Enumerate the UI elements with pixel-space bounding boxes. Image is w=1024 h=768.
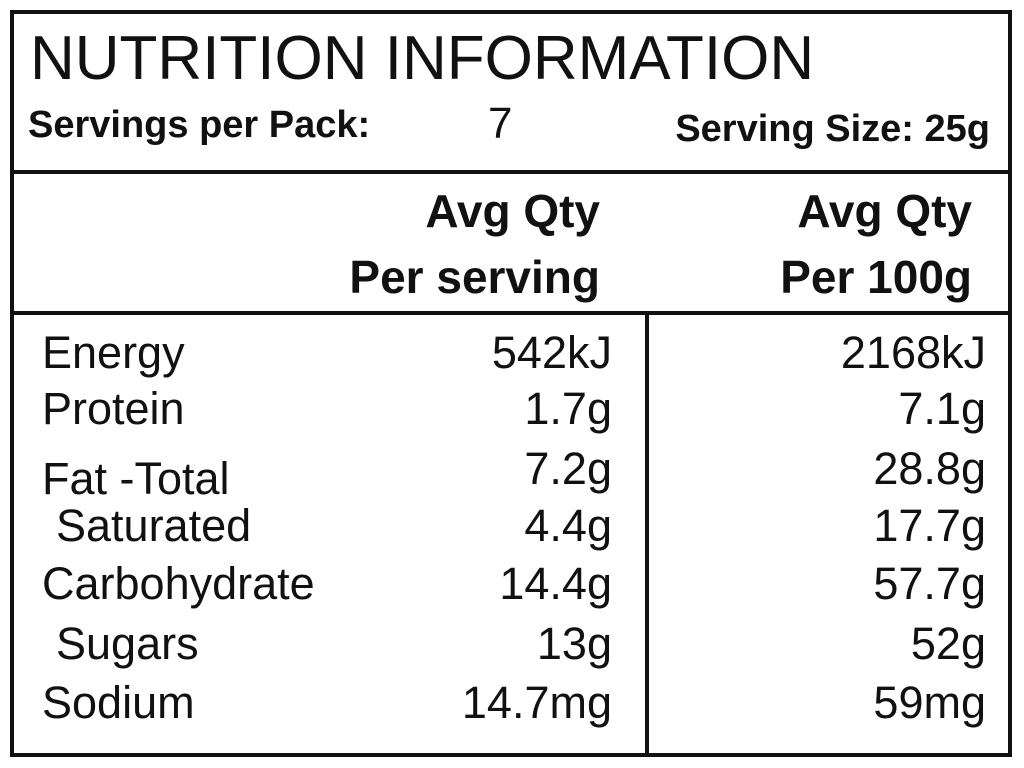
nutrient-label: Protein (42, 383, 185, 434)
column-header: Avg Qty (797, 185, 972, 237)
nutrient-label: Sodium (42, 677, 195, 728)
serving-size: Serving Size: 25g (675, 108, 990, 150)
per-100g-value: 28.8g (873, 443, 986, 494)
per-serving-value: 14.7mg (461, 677, 612, 728)
per-serving-value: 1.7g (524, 383, 612, 434)
nutrient-label: Carbohydrate (42, 558, 315, 609)
column-header: Per 100g (780, 251, 972, 303)
per-100g-value: 2168kJ (840, 327, 986, 378)
servings-value: 7 (488, 99, 513, 148)
per-100g-value: 7.1g (898, 383, 986, 434)
nutrient-label: Energy (42, 327, 185, 378)
per-100g-value: 17.7g (873, 500, 986, 551)
column-header: Avg Qty (425, 185, 600, 237)
per-serving-value: 542kJ (491, 327, 612, 378)
column-divider (645, 313, 649, 755)
nutrient-label: Sugars (56, 618, 199, 669)
per-serving-value: 13g (536, 618, 612, 669)
per-100g-value: 57.7g (873, 558, 986, 609)
title: NUTRITION INFORMATION (30, 24, 815, 93)
per-100g-value: 59mg (873, 677, 986, 728)
servings-label: Servings per Pack: (28, 104, 371, 146)
column-header: Per serving (349, 251, 600, 303)
per-100g-value: 52g (910, 618, 986, 669)
label-border (10, 10, 1012, 757)
per-serving-value: 7.2g (524, 443, 612, 494)
divider (10, 311, 1012, 315)
nutrient-label: Fat -Total (42, 453, 230, 504)
per-serving-value: 4.4g (524, 500, 612, 551)
nutrient-label: Saturated (56, 500, 252, 551)
per-serving-value: 14.4g (499, 558, 612, 609)
divider (10, 170, 1012, 174)
